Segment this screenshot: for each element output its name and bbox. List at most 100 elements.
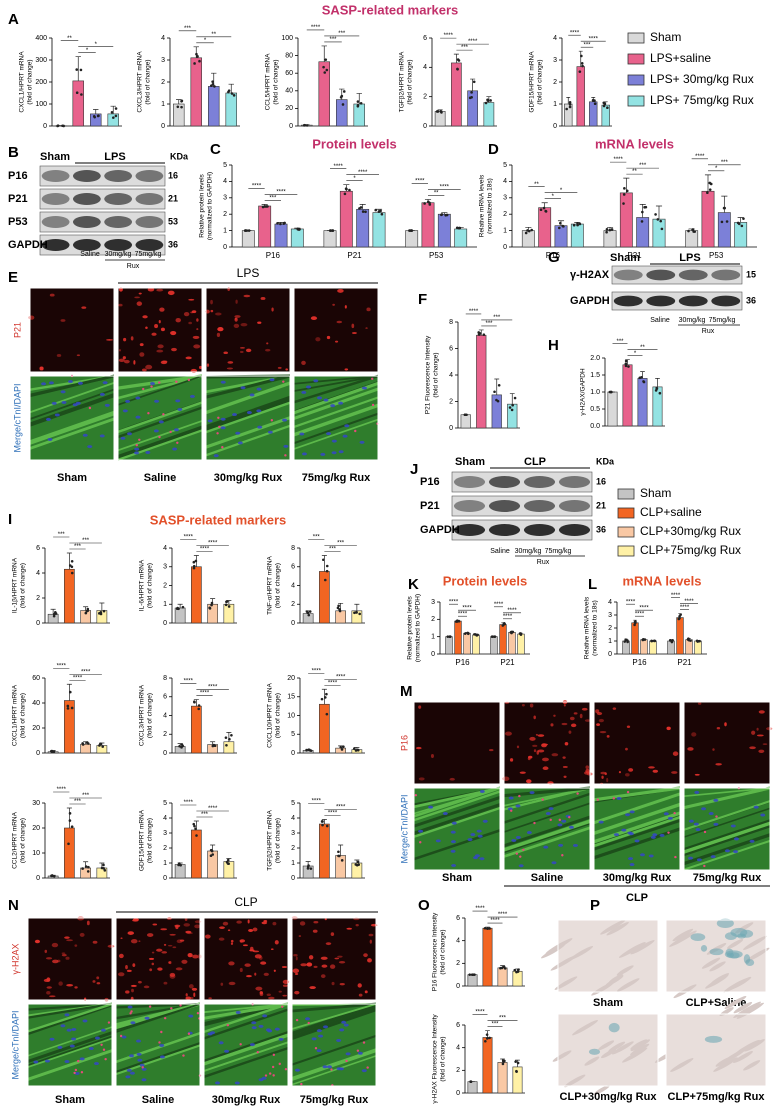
micrograph-nucleus — [267, 430, 273, 434]
bar — [339, 190, 353, 248]
micrograph-signal — [175, 380, 178, 383]
y-tick-label: 0 — [223, 244, 227, 251]
micrograph-signal — [235, 299, 238, 304]
panel-letter: P — [590, 897, 600, 914]
micrograph-stain — [724, 932, 737, 940]
micrograph-nucleus — [616, 796, 622, 800]
micrograph-nucleus — [175, 399, 181, 403]
data-dot — [230, 92, 234, 95]
micrograph-signal — [255, 986, 263, 991]
y-axis-label: (fold of change) — [147, 693, 154, 738]
micrograph-nucleus — [240, 386, 246, 390]
micrograph-signal — [157, 344, 164, 349]
data-dot — [68, 812, 72, 815]
micrograph-row-label: Merge/cTnI/DAPI — [12, 383, 22, 452]
blot-band — [72, 239, 101, 251]
error-bar — [99, 602, 105, 611]
y-tick-label: 2 — [291, 845, 295, 852]
y-axis-label: (fold of change) — [20, 693, 27, 738]
micrograph-signal — [61, 952, 66, 955]
significance-label: *** — [82, 538, 90, 544]
micrograph-fiber — [29, 374, 115, 397]
x-tick-label: P16 — [632, 658, 647, 667]
micrograph-nucleus — [693, 822, 699, 826]
significance-label: *** — [269, 195, 277, 201]
bar — [482, 927, 493, 987]
micrograph-signal — [39, 366, 44, 371]
micrograph-fiber — [203, 1008, 289, 1040]
blot-kda: 36 — [596, 524, 606, 534]
data-dot — [610, 228, 614, 231]
micrograph-nucleus — [41, 382, 47, 386]
data-dot — [518, 632, 522, 635]
y-tick-label: 4 — [456, 1045, 460, 1052]
micrograph-signal — [541, 798, 544, 801]
bar — [499, 624, 507, 655]
significance-label: **** — [469, 309, 479, 315]
y-tick-label: 2 — [423, 94, 427, 101]
micrograph-signal — [65, 956, 70, 960]
y-tick-label: 0 — [456, 983, 460, 990]
data-dot — [501, 1059, 505, 1062]
data-dot — [67, 842, 70, 846]
significance-label: *** — [491, 1022, 499, 1028]
micrograph-signal — [606, 735, 610, 738]
micrograph-nucleus — [316, 1029, 322, 1033]
micrograph-nucleus — [650, 835, 656, 839]
bar — [353, 103, 365, 127]
micrograph — [204, 918, 288, 1000]
data-dot — [337, 850, 340, 854]
micrograph-signal — [313, 921, 319, 924]
micrograph-signal — [216, 332, 221, 338]
micrograph-signal — [150, 385, 153, 388]
micrograph-frame — [593, 701, 681, 785]
micrograph-signal — [131, 988, 134, 993]
bar — [372, 212, 386, 248]
micrograph-signal — [449, 777, 455, 781]
micrograph-nucleus — [128, 1054, 134, 1058]
micrograph-fiber — [203, 1041, 289, 1072]
data-dot — [196, 55, 199, 58]
micrograph-signal — [310, 316, 318, 321]
micrograph — [116, 918, 200, 1000]
data-dot — [644, 205, 648, 209]
legend-label: LPS+saline — [650, 51, 711, 65]
data-dot — [642, 380, 645, 383]
data-dot — [638, 376, 642, 380]
micrograph-nucleus — [450, 849, 456, 853]
micrograph-signal — [256, 1050, 259, 1054]
data-dot — [706, 191, 709, 195]
bar — [717, 212, 731, 248]
micrograph-signal — [364, 990, 368, 994]
micrograph-signal — [230, 939, 234, 943]
data-dot — [740, 224, 744, 228]
blot-band — [41, 216, 70, 228]
micrograph — [30, 288, 114, 372]
x-tick-label: P16 — [455, 658, 470, 667]
y-tick-label: 6 — [36, 545, 40, 552]
y-tick-label: 100 — [281, 35, 293, 42]
micrograph-frame — [291, 917, 377, 1001]
blot-lane-label: 75mg/kg — [135, 251, 162, 258]
micrograph-signal — [766, 727, 773, 731]
micrograph-signal — [244, 963, 251, 967]
significance-label: *** — [58, 532, 66, 538]
data-dot — [180, 746, 183, 749]
micrograph-signal — [529, 703, 534, 708]
data-dot — [572, 223, 576, 227]
micrograph-stain — [724, 950, 743, 959]
micrograph-signal — [147, 287, 155, 292]
error-bar — [50, 608, 56, 615]
data-dot — [61, 124, 64, 128]
micrograph-signal — [239, 350, 244, 353]
y-axis-label: CCL5/HPRT mRNA — [265, 53, 272, 110]
significance-label: **** — [449, 599, 459, 605]
micrograph-nucleus — [435, 839, 441, 843]
micrograph-nucleus — [224, 1049, 230, 1053]
micrograph-nucleus — [66, 1028, 72, 1032]
micrograph-nucleus — [135, 415, 141, 419]
y-axis-label: TGFβ2/HPRT mRNA — [267, 810, 274, 871]
micrograph-signal — [612, 797, 615, 800]
micrograph-signal — [550, 723, 554, 727]
micrograph-signal — [252, 927, 258, 932]
